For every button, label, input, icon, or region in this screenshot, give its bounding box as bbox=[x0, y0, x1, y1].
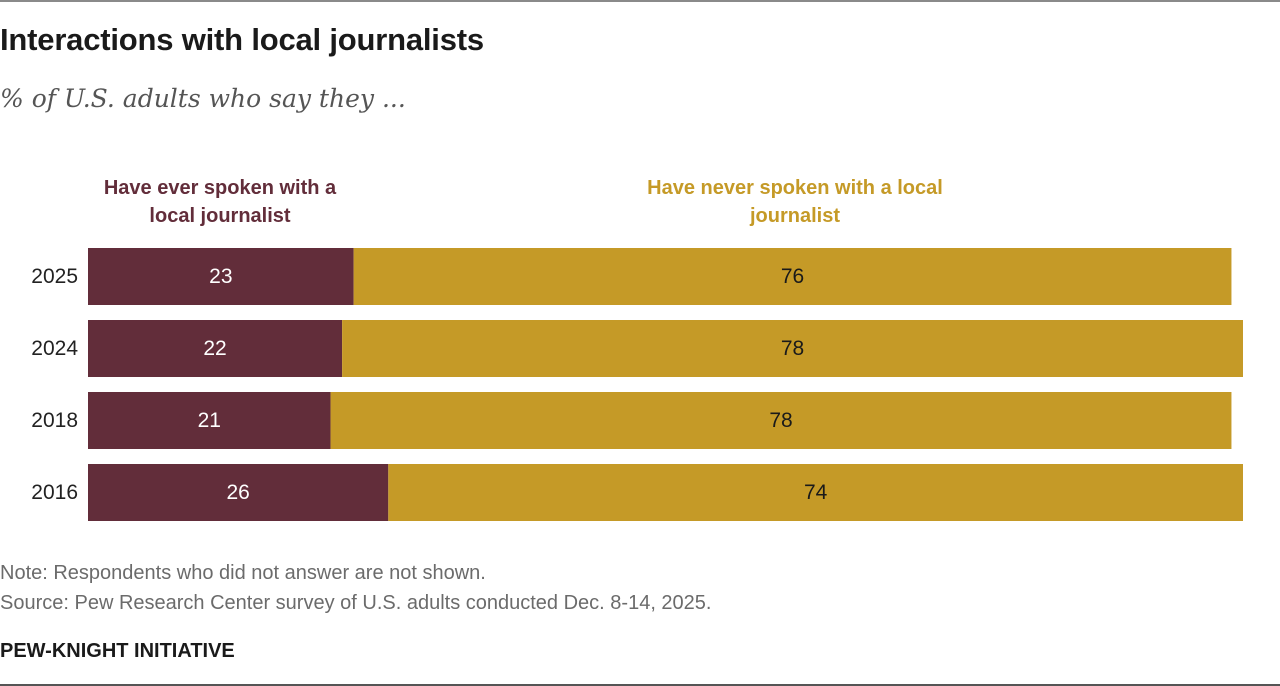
category-label-2016: 2016 bbox=[31, 481, 78, 504]
category-label-2025: 2025 bbox=[31, 265, 78, 288]
category-label-2018: 2018 bbox=[31, 409, 78, 432]
data-label-never-2024: 78 bbox=[781, 337, 804, 360]
bar-ever-2024 bbox=[88, 320, 343, 377]
chart-note: Note: Respondents who did not answer are… bbox=[0, 562, 486, 584]
bar-ever-2016 bbox=[88, 464, 389, 521]
stacked-bar-chart: 2025 23 76 2024 22 78 2018 21 78 2016 26 74 bbox=[31, 248, 1244, 521]
bar-never-2018 bbox=[330, 392, 1232, 449]
data-label-never-2025: 76 bbox=[781, 265, 804, 288]
brand-label: PEW-KNIGHT INITIATIVE bbox=[0, 640, 235, 662]
bar-never-2024 bbox=[342, 320, 1244, 377]
bar-ever-2018 bbox=[88, 392, 331, 449]
data-label-ever-2016: 26 bbox=[226, 481, 249, 504]
data-label-ever-2018: 21 bbox=[198, 409, 221, 432]
data-label-never-2016: 74 bbox=[804, 481, 828, 504]
data-label-ever-2025: 23 bbox=[209, 265, 232, 288]
data-label-never-2018: 78 bbox=[769, 409, 792, 432]
bar-ever-2025 bbox=[88, 248, 354, 305]
chart-source: Source: Pew Research Center survey of U.… bbox=[0, 592, 712, 614]
category-label-2024: 2024 bbox=[31, 337, 78, 360]
bottom-rule bbox=[0, 684, 1280, 686]
bar-never-2016 bbox=[388, 464, 1243, 521]
data-label-ever-2024: 22 bbox=[203, 337, 226, 360]
chart-subtitle: % of U.S. adults who say they ... bbox=[0, 84, 406, 113]
chart-title: Interactions with local journalists bbox=[0, 22, 484, 57]
bar-never-2025 bbox=[353, 248, 1232, 305]
top-rule bbox=[0, 0, 1280, 2]
legend-label-never-spoken: Have never spoken with a local journalis… bbox=[647, 177, 943, 227]
legend-label-ever-spoken: Have ever spoken with a local journalist bbox=[103, 177, 337, 227]
